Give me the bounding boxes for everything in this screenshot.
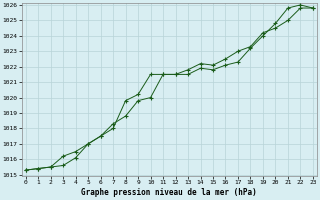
X-axis label: Graphe pression niveau de la mer (hPa): Graphe pression niveau de la mer (hPa) [81,188,257,197]
